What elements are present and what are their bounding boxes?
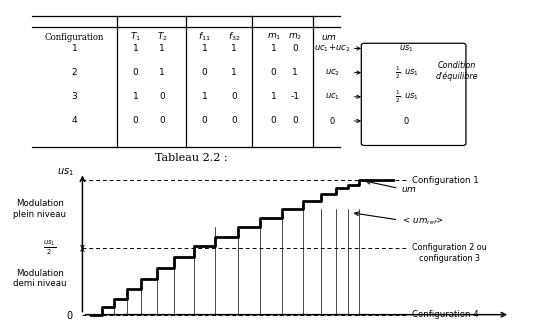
Text: Configuration 4: Configuration 4 (412, 310, 479, 319)
Text: $us_1$: $us_1$ (399, 43, 414, 54)
Text: 1: 1 (271, 92, 276, 101)
Text: 2: 2 (72, 68, 78, 77)
Text: $f_{32}$: $f_{32}$ (228, 31, 240, 43)
Text: $m_1$: $m_1$ (267, 32, 281, 42)
Text: 0: 0 (231, 116, 237, 125)
Text: 0: 0 (202, 68, 208, 77)
Text: 3: 3 (72, 92, 78, 101)
Text: $0$: $0$ (329, 115, 335, 126)
Text: 0: 0 (292, 116, 298, 125)
Text: $m_2$: $m_2$ (288, 32, 302, 42)
Text: 1: 1 (231, 68, 237, 77)
Text: $T_1$: $T_1$ (130, 31, 141, 43)
Text: $um$: $um$ (401, 186, 417, 194)
Text: 1: 1 (231, 44, 237, 53)
Text: 1: 1 (72, 44, 78, 53)
Text: $\frac{1}{2}.us_1$: $\frac{1}{2}.us_1$ (395, 89, 418, 105)
Text: $0$: $0$ (66, 309, 73, 321)
Text: $\frac{us_1}{2}$: $\frac{us_1}{2}$ (43, 239, 56, 257)
Text: -1: -1 (291, 92, 299, 101)
Text: 0: 0 (202, 116, 208, 125)
Text: 0: 0 (159, 92, 165, 101)
Text: 1: 1 (159, 68, 165, 77)
Text: 0: 0 (271, 68, 276, 77)
Text: $0$: $0$ (403, 115, 410, 126)
FancyBboxPatch shape (362, 43, 466, 145)
Text: 1: 1 (292, 68, 298, 77)
Text: 1: 1 (133, 44, 138, 53)
Text: 1: 1 (202, 92, 208, 101)
Text: 0: 0 (271, 116, 276, 125)
Text: $f_{11}$: $f_{11}$ (198, 31, 211, 43)
Text: $uc_1$: $uc_1$ (325, 91, 340, 102)
Text: 0: 0 (292, 44, 298, 53)
Text: 0: 0 (133, 68, 138, 77)
Text: Modulation
demi niveau: Modulation demi niveau (13, 269, 67, 288)
Text: 0: 0 (231, 92, 237, 101)
Text: $um$: $um$ (321, 33, 337, 42)
Text: $T_2$: $T_2$ (157, 31, 167, 43)
Text: 4: 4 (72, 116, 78, 125)
Text: Condition
d'équilibre: Condition d'équilibre (436, 61, 478, 81)
Text: Configuration 2 ou
configuration 3: Configuration 2 ou configuration 3 (412, 243, 487, 263)
Text: $us_1$: $us_1$ (56, 166, 73, 178)
Text: Configuration: Configuration (45, 33, 104, 42)
Text: $\frac{1}{2}.us_1$: $\frac{1}{2}.us_1$ (395, 64, 418, 81)
Text: 1: 1 (133, 92, 138, 101)
Text: $uc_1\!+\!uc_2$: $uc_1\!+\!uc_2$ (314, 43, 350, 54)
Text: 1: 1 (202, 44, 208, 53)
Text: Configuration 1: Configuration 1 (412, 176, 479, 185)
Text: Modulation
plein niveau: Modulation plein niveau (14, 199, 67, 218)
Text: 0: 0 (159, 116, 165, 125)
Text: $<\,um_{ref}\!>$: $<\,um_{ref}\!>$ (401, 216, 444, 227)
Text: 0: 0 (133, 116, 138, 125)
Text: 1: 1 (271, 44, 276, 53)
Text: $uc_2$: $uc_2$ (325, 67, 340, 78)
Text: Tableau 2.2 :: Tableau 2.2 : (155, 153, 228, 163)
Text: 1: 1 (159, 44, 165, 53)
